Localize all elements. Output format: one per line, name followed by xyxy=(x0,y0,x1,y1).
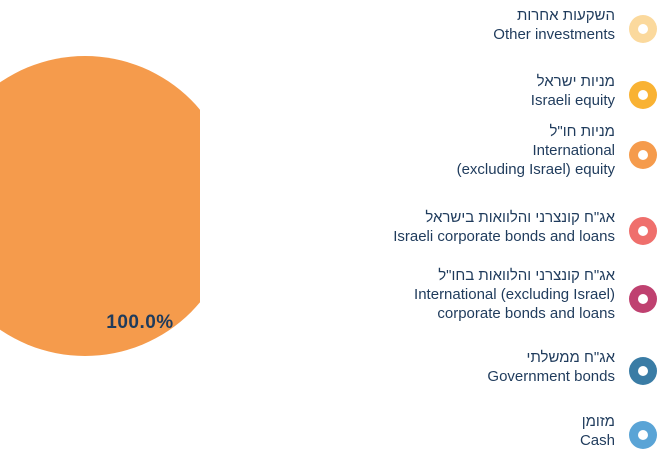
legend-label-english: Israeli corporate bonds and loans xyxy=(393,228,615,245)
legend-text: מזומן Cash xyxy=(580,412,615,450)
legend-label-english: Israeli equity xyxy=(530,92,615,109)
pie-data-label: 100.0% xyxy=(106,312,174,333)
legend-label-english: Other investments xyxy=(493,26,615,43)
legend-label-english: International xyxy=(532,142,615,159)
legend: השקעות אחרות Other investments מניות ישראל… xyxy=(247,0,667,470)
legend-text: אג"ח קונצרני והלוואות בישראל Israeli corp… xyxy=(393,208,615,246)
pie-chart xyxy=(0,56,200,396)
legend-label-hebrew: השקעות אחרות xyxy=(516,7,615,24)
legend-swatch-icon xyxy=(629,284,657,313)
legend-text: אג"ח קונצרני והלוואות בחו"ל International… xyxy=(414,266,615,323)
legend-label-english: Cash xyxy=(579,432,615,449)
legend-label-hebrew: אג"ח קונצרני והלוואות בחו"ל xyxy=(438,267,615,284)
legend-label-english: Government bonds xyxy=(487,368,615,385)
legend-text: מניות חו"ל International (excluding Israel… xyxy=(457,122,615,179)
legend-swatch-icon xyxy=(629,15,657,43)
legend-text: אג"ח ממשלתי Government bonds xyxy=(487,348,615,386)
legend-label-hebrew: מזומן xyxy=(581,413,615,430)
legend-label-hebrew: אג"ח קונצרני והלוואות בישראל xyxy=(425,209,615,226)
legend-swatch-icon xyxy=(629,357,657,385)
legend-label-english: (excluding Israel) equity xyxy=(456,161,615,178)
legend-swatch-icon xyxy=(629,421,657,449)
legend-swatch-icon xyxy=(629,140,657,169)
legend-text: מניות ישראל Israeli equity xyxy=(531,72,615,110)
legend-swatch-icon xyxy=(629,217,657,245)
legend-label-english: corporate bonds and loans xyxy=(437,305,615,322)
legend-label-hebrew: אג"ח ממשלתי xyxy=(526,349,615,366)
legend-text: השקעות אחרות Other investments xyxy=(493,6,615,44)
pie-svg xyxy=(0,56,200,356)
legend-swatch-icon xyxy=(629,81,657,109)
pie-slice-2 xyxy=(0,56,200,356)
legend-label-hebrew: מניות ישראל xyxy=(536,73,615,90)
legend-label-hebrew: מניות חו"ל xyxy=(549,123,615,140)
legend-label-english: International (excluding Israel) xyxy=(414,286,615,303)
